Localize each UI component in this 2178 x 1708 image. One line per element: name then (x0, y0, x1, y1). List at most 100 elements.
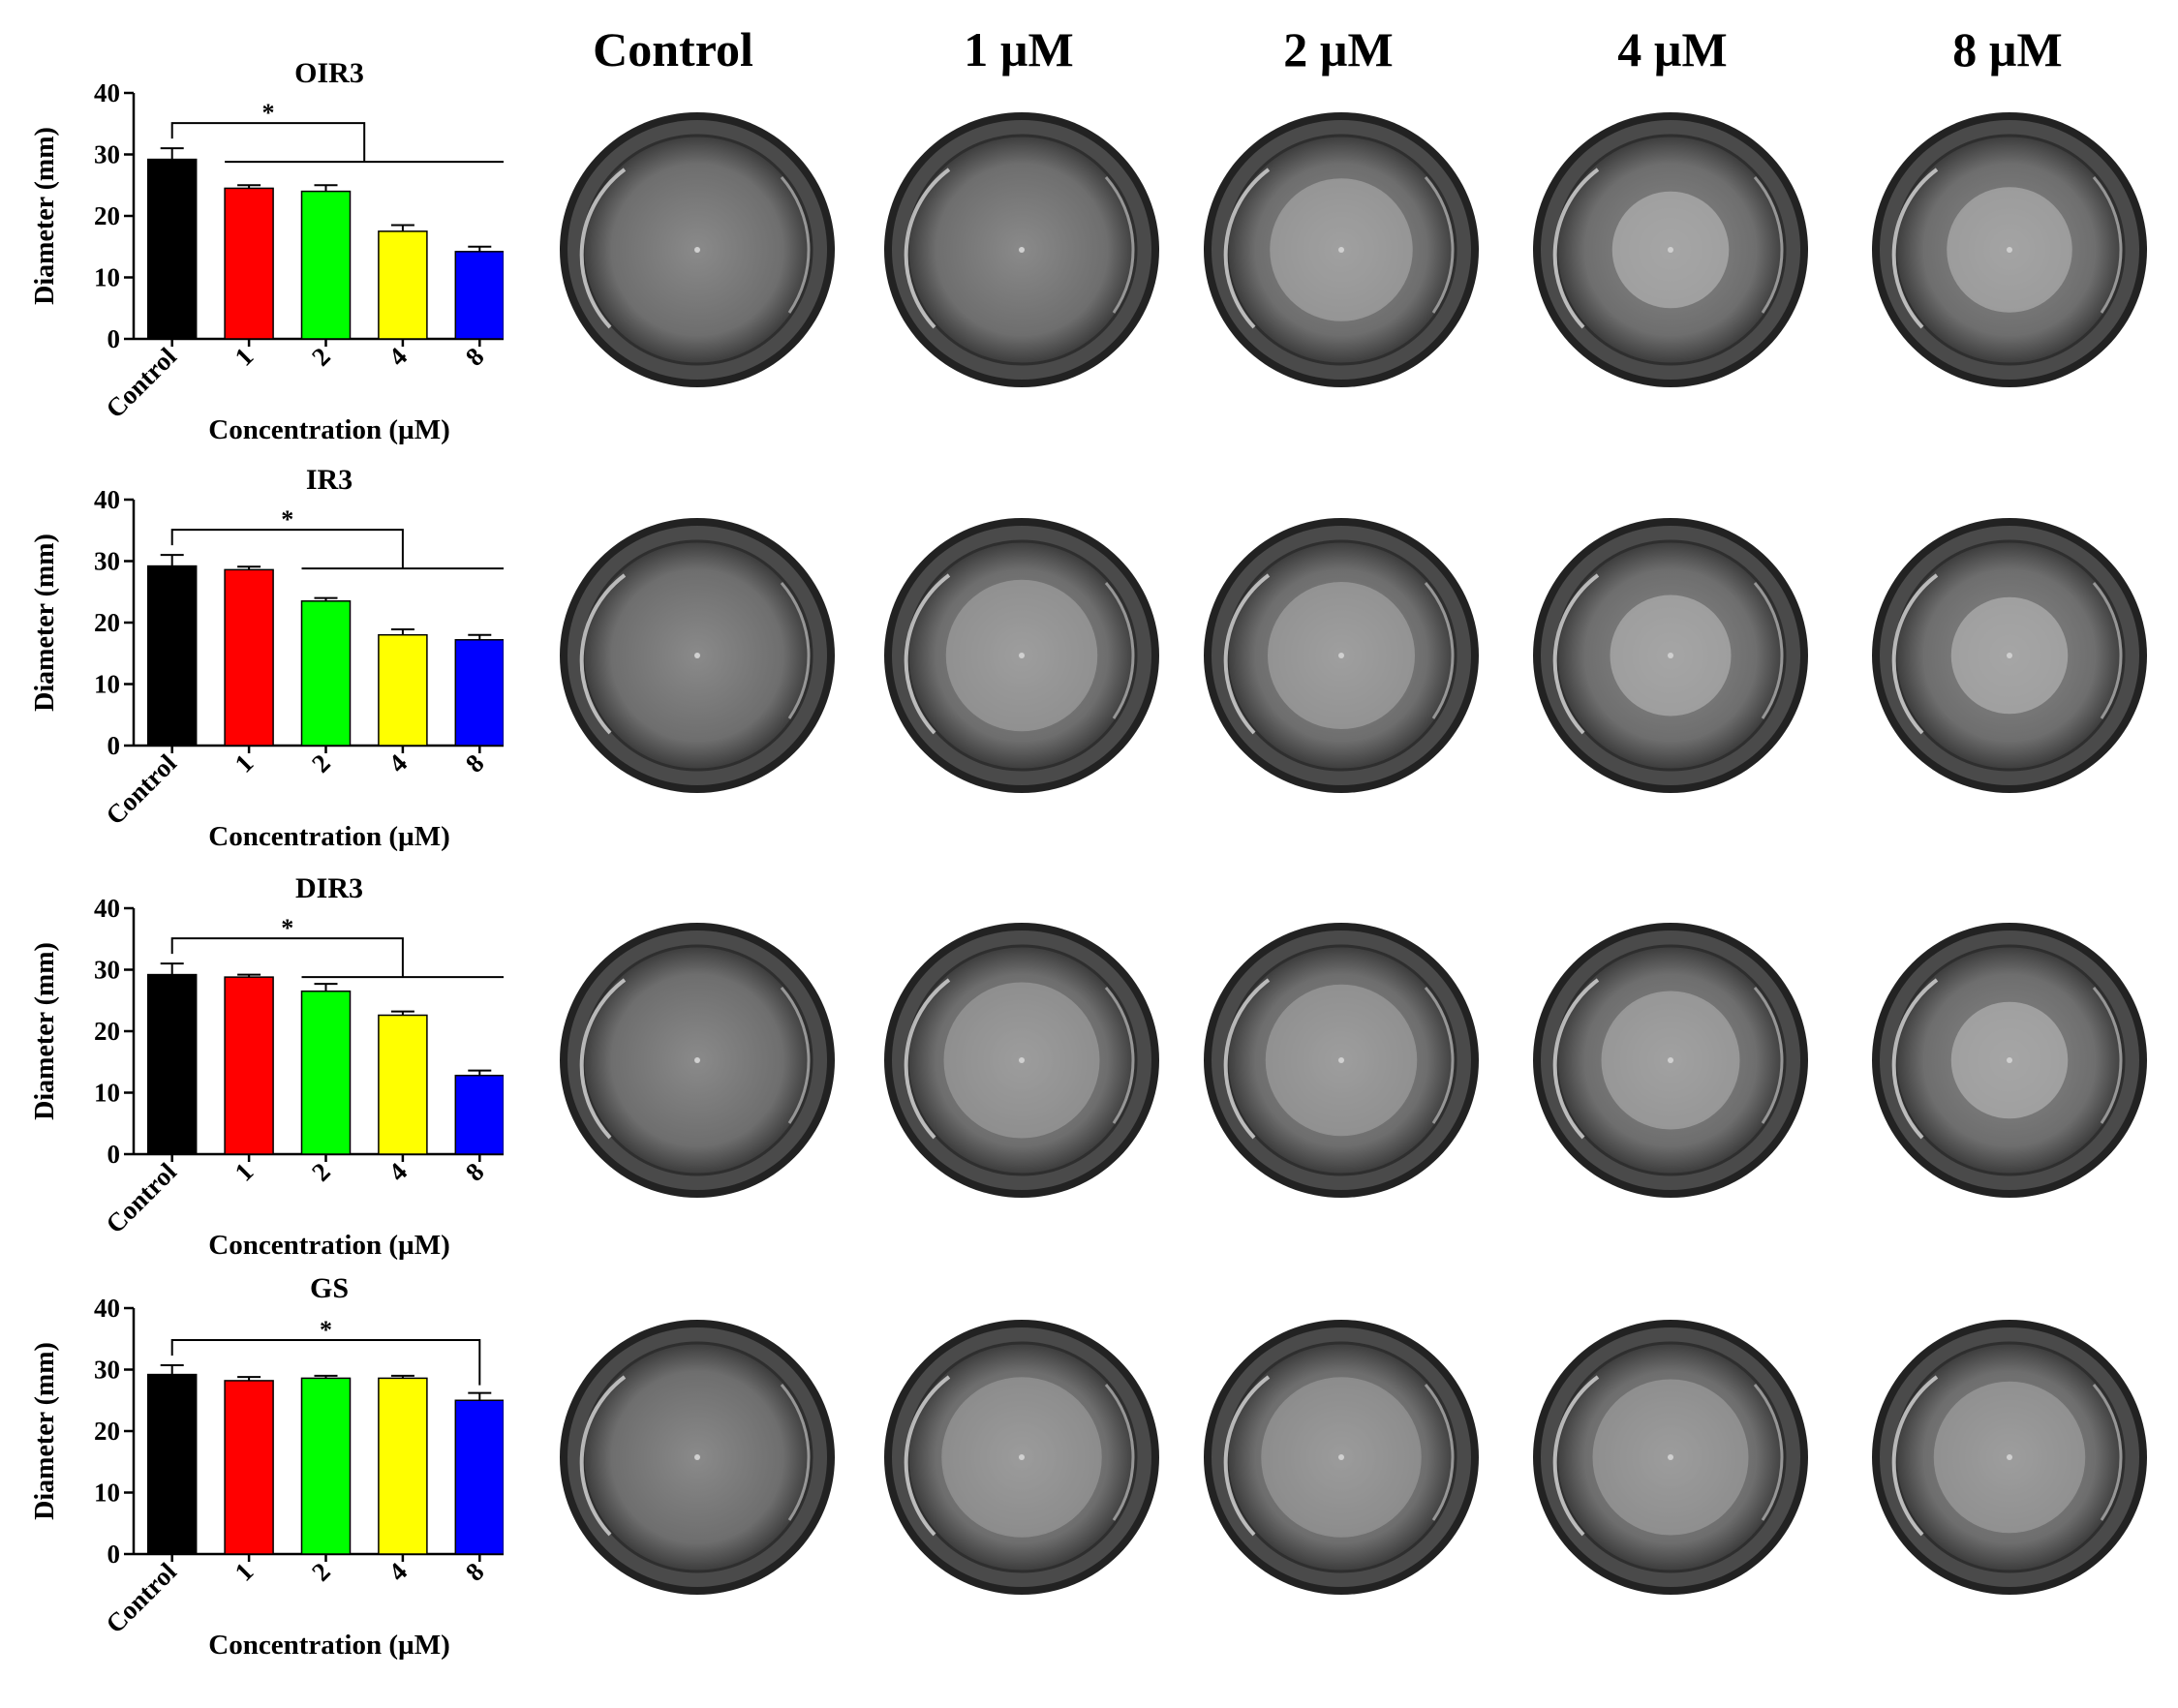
dish-photo (560, 112, 835, 387)
dish-photo (1533, 112, 1808, 387)
dish-reflection (1552, 1375, 1600, 1537)
x-tick-label: 2 (306, 1157, 336, 1187)
dish-reflection (1753, 1384, 1784, 1521)
dish-photo (1533, 1320, 1808, 1595)
dish-photo (560, 518, 835, 793)
bar (146, 158, 198, 340)
y-tick-label: 20 (94, 1417, 120, 1446)
y-tick-label: 10 (94, 670, 120, 699)
bar (224, 568, 274, 747)
x-tick-label: 4 (383, 1157, 413, 1187)
column-header-8um: 8 µM (1952, 22, 2063, 76)
inoculation-point (1668, 247, 1673, 253)
y-tick-label: 30 (94, 956, 120, 985)
x-tick-label: 1 (230, 342, 260, 372)
y-axis-label: Diameter (mm) (30, 1342, 60, 1520)
dish-reflection (780, 987, 811, 1124)
y-tick-label: 10 (94, 1079, 120, 1108)
dish-photo (560, 923, 835, 1198)
bar (454, 639, 504, 747)
significance-bracket (170, 122, 366, 163)
x-tick-label: 8 (460, 748, 490, 778)
column-header-2um: 2 µM (1283, 22, 1394, 76)
dish-reflection (1552, 573, 1600, 735)
bar (300, 1377, 352, 1555)
chart-title: GS (310, 1272, 349, 1304)
dish-photo (1872, 923, 2147, 1198)
dish-reflection (2092, 987, 2123, 1124)
dish-reflection (1424, 987, 1455, 1124)
bar (224, 976, 274, 1155)
x-tick-label: 4 (383, 342, 413, 372)
dish-reflection (1223, 978, 1271, 1140)
column-header-1um: 1 µM (964, 22, 1074, 76)
y-axis-label: Diameter (mm) (30, 942, 60, 1120)
bar (300, 600, 352, 747)
dish-reflection (1552, 978, 1600, 1140)
dish-reflection (2092, 582, 2123, 719)
bar (378, 230, 428, 340)
x-tick-label: 1 (230, 1157, 260, 1187)
significance-bracket (170, 529, 404, 569)
x-tick-label: 8 (460, 1157, 490, 1187)
y-tick-label: 10 (94, 1479, 120, 1508)
inoculation-point (1019, 1454, 1025, 1460)
x-axis-label: Concentration (µM) (208, 414, 449, 445)
dish-reflection (579, 1375, 627, 1537)
y-tick-label: 0 (107, 1140, 121, 1169)
y-axis-label: Diameter (mm) (30, 534, 60, 712)
dish-reflection (904, 1375, 951, 1537)
x-tick-label: 2 (306, 342, 336, 372)
dish-reflection (1223, 168, 1271, 329)
inoculation-point (1338, 1057, 1344, 1063)
dish-reflection (579, 168, 627, 329)
bar (300, 190, 352, 340)
bar (378, 1014, 428, 1155)
dish-reflection (1753, 582, 1784, 719)
chart-title: OIR3 (294, 57, 364, 89)
x-axis-label: Concentration (µM) (208, 1230, 449, 1261)
y-tick-label: 30 (94, 547, 120, 576)
x-tick-label: Control (100, 1157, 182, 1239)
dish-reflection (1552, 168, 1600, 329)
x-tick-label: Control (100, 342, 182, 424)
dish-reflection (2092, 176, 2123, 314)
dish-photo (1204, 923, 1479, 1198)
bar (454, 1399, 504, 1555)
x-axis-label: Concentration (µM) (208, 821, 449, 852)
inoculation-point (1338, 1454, 1344, 1460)
y-tick-label: 20 (94, 201, 120, 230)
y-tick-label: 30 (94, 140, 120, 169)
bar-chart-ir3: IR3 0 10 20 30 40 Diameter (mm) Control 1 2 4 8 Conc… (30, 464, 504, 852)
dish-reflection (579, 978, 627, 1140)
bar (300, 990, 352, 1155)
y-tick-label: 40 (94, 1294, 120, 1323)
y-tick-label: 20 (94, 1017, 120, 1046)
y-tick-label: 20 (94, 608, 120, 637)
y-tick-label: 30 (94, 1356, 120, 1385)
inoculation-point (1668, 1454, 1673, 1460)
bar (146, 1373, 198, 1555)
dish-reflection (1424, 176, 1455, 314)
bar (146, 973, 198, 1155)
dish-reflection (1753, 176, 1784, 314)
dish-photo (1872, 112, 2147, 387)
dish-reflection (1424, 582, 1455, 719)
dish-photo (1872, 1320, 2147, 1595)
dish-reflection (1104, 582, 1135, 719)
column-header-4um: 4 µM (1617, 22, 1728, 76)
chart-title: IR3 (306, 464, 353, 496)
y-tick-label: 0 (107, 1540, 121, 1569)
dish-reflection (780, 582, 811, 719)
inoculation-point (1019, 653, 1025, 658)
x-tick-label: Control (100, 748, 182, 831)
dish-reflection (780, 176, 811, 314)
inoculation-point (1338, 653, 1344, 658)
bar (146, 564, 198, 747)
inoculation-point (694, 653, 700, 658)
x-tick-label: 2 (306, 748, 336, 778)
inoculation-point (2007, 247, 2012, 253)
dish-reflection (1891, 573, 1939, 735)
bar (224, 187, 274, 340)
